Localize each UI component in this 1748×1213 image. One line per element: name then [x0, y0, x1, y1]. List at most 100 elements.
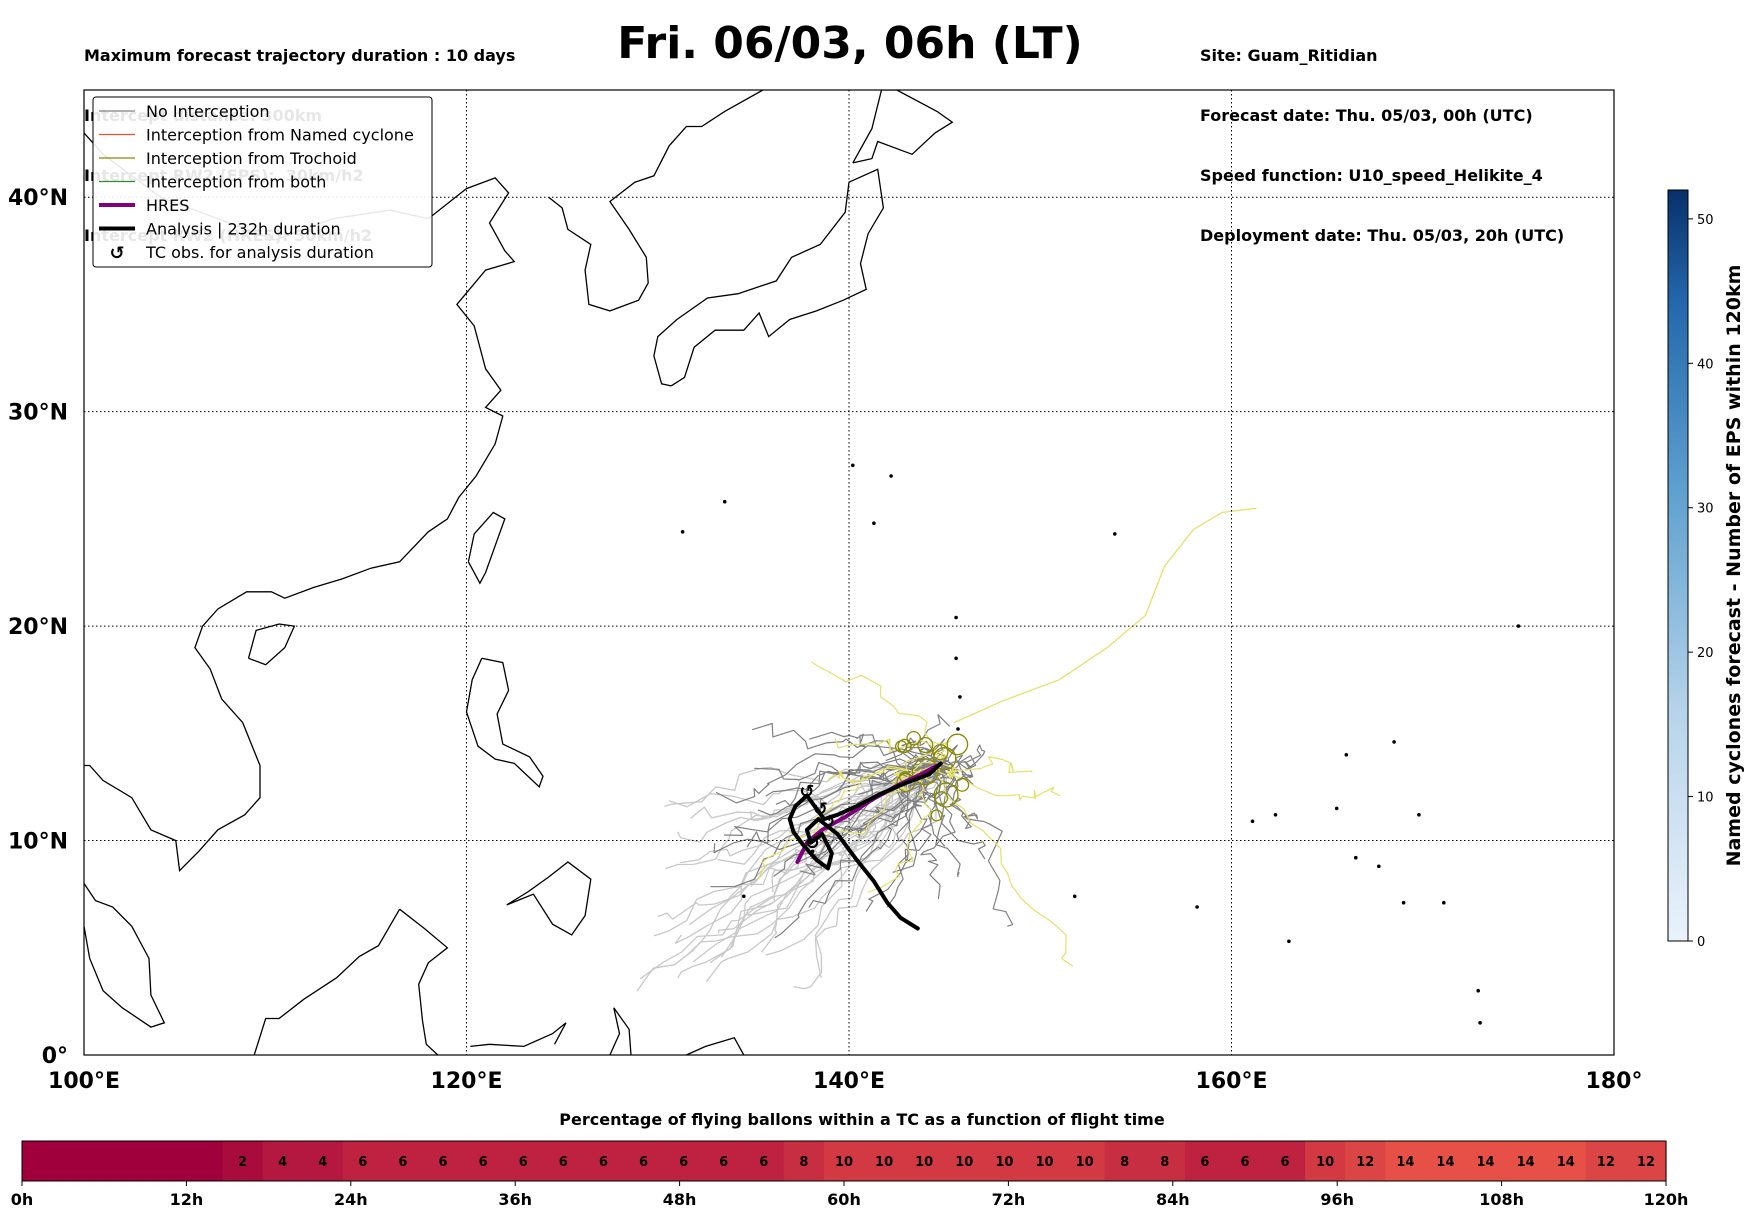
legend-label: Interception from both	[146, 173, 326, 192]
island-marker	[1417, 813, 1421, 817]
coastline	[654, 169, 884, 386]
colorbar-tick-label: 108h	[1479, 1190, 1524, 1209]
y-tick-label: 20°N	[8, 615, 68, 640]
island-marker	[1478, 1021, 1482, 1025]
colorbar-tick-label: 96h	[1320, 1190, 1354, 1209]
y-tick-label: 30°N	[8, 401, 68, 426]
colorbar-cell-value: 8	[1160, 1155, 1169, 1170]
legend-label: Analysis | 232h duration	[146, 220, 341, 239]
colorbar-cell-value: 12	[1637, 1155, 1655, 1170]
island-marker	[1274, 813, 1278, 817]
island-marker	[1335, 807, 1339, 811]
island-marker	[889, 474, 893, 478]
legend-label: No Interception	[146, 102, 270, 121]
colorbar-gradient	[1668, 190, 1688, 941]
colorbar-cell-value: 6	[719, 1155, 728, 1170]
colorbar-cell-value: 6	[639, 1155, 648, 1170]
colorbar-tick-label: 40	[1697, 357, 1714, 372]
colorbar-cell-value: 14	[1477, 1155, 1495, 1170]
colorbar-title: Percentage of flying ballons within a TC…	[559, 1110, 1165, 1129]
island-marker	[723, 500, 727, 504]
y-tick-label: 10°N	[8, 830, 68, 855]
legend-label: Interception from Named cyclone	[146, 126, 414, 145]
coastline	[467, 658, 544, 787]
colorbar-cell-value: 6	[1200, 1155, 1209, 1170]
island-marker	[956, 727, 960, 731]
colorbar-cell-value: 8	[799, 1155, 808, 1170]
coastline	[400, 909, 448, 1055]
colorbar-cell-value: 12	[1356, 1155, 1374, 1170]
island-marker	[1402, 901, 1406, 905]
tc-obs-marker: ↺	[805, 833, 820, 854]
island-marker	[1377, 865, 1381, 869]
colorbar-cell-value: 6	[438, 1155, 447, 1170]
island-marker	[1251, 820, 1255, 824]
horizontal-colorbar: Percentage of flying ballons within a TC…	[11, 1110, 1689, 1209]
coastline	[84, 883, 164, 1027]
colorbar-cell-value: 10	[1035, 1155, 1053, 1170]
y-tick-label: 0°	[42, 1044, 68, 1069]
colorbar-tick-label: 48h	[663, 1190, 697, 1209]
colorbar-tick-label: 12h	[170, 1190, 204, 1209]
coastline	[507, 862, 591, 935]
colorbar-cell-value: 2	[238, 1155, 247, 1170]
colorbar-tick-label: 30	[1697, 502, 1714, 517]
island-marker	[1345, 753, 1349, 757]
ensemble-trajectory	[812, 662, 951, 763]
legend: No Interception Interception from Named c…	[93, 97, 432, 267]
island-marker	[1287, 940, 1291, 944]
island-marker	[1442, 901, 1446, 905]
island-marker	[958, 695, 962, 699]
legend-label: HRES	[146, 196, 189, 215]
colorbar-cell-value: 6	[479, 1155, 488, 1170]
colorbar-cell-value: 12	[1597, 1155, 1615, 1170]
coastline	[549, 90, 763, 311]
colorbar-cell-value: 6	[599, 1155, 608, 1170]
colorbar-cell-value: 6	[1281, 1155, 1290, 1170]
legend-label: Interception from Trochoid	[146, 149, 357, 168]
colorbar-cell-value: 10	[875, 1155, 893, 1170]
y-tick-label: 40°N	[8, 186, 68, 211]
island-marker	[681, 530, 685, 534]
colorbar-cell-value: 4	[318, 1155, 327, 1170]
ensemble-trajectory	[941, 763, 1060, 800]
colorbar-cell-value: 6	[759, 1155, 768, 1170]
colorbar-cell-value: 10	[1076, 1155, 1094, 1170]
colorbar-cell-value: 10	[1316, 1155, 1334, 1170]
vertical-colorbar: 0 10 20 30 40 50 Named cyclones forecast - Num…	[1668, 190, 1745, 950]
colorbar-cell-value: 10	[915, 1155, 933, 1170]
colorbar-tick-label: 50	[1697, 213, 1714, 228]
colorbar-cell-value: 10	[995, 1155, 1013, 1170]
colorbar-tick-label: 120h	[1644, 1190, 1689, 1209]
colorbar-tick-label: 72h	[992, 1190, 1026, 1209]
island-marker	[851, 464, 855, 468]
island-marker	[1195, 905, 1199, 909]
trochoid-loop	[947, 734, 967, 754]
colorbar-cell	[22, 1141, 63, 1181]
legend-label: TC obs. for analysis duration	[145, 243, 374, 262]
colorbar-cell-value: 6	[1240, 1155, 1249, 1170]
colorbar-label: Named cyclones forecast - Number of EPS …	[1723, 265, 1745, 867]
coastline	[686, 1038, 743, 1055]
x-tick-label: 120°E	[431, 1069, 503, 1094]
coastline	[254, 909, 399, 1055]
colorbar-cell-value: 14	[1396, 1155, 1414, 1170]
coastline	[853, 90, 953, 163]
x-tick-label: 100°E	[48, 1069, 120, 1094]
ensemble-trajectory	[637, 763, 941, 991]
colorbar-tick-label: 60h	[827, 1190, 861, 1209]
colorbar-cell-value: 6	[398, 1155, 407, 1170]
colorbar-tick-label: 0h	[11, 1190, 34, 1209]
island-marker	[954, 616, 958, 620]
colorbar-tick-label: 10	[1697, 791, 1714, 806]
colorbar-cell-value: 6	[559, 1155, 568, 1170]
colorbar-cell-value: 6	[358, 1155, 367, 1170]
colorbar-cell	[62, 1141, 103, 1181]
x-tick-label: 160°E	[1196, 1069, 1268, 1094]
island-marker	[954, 657, 958, 661]
x-tick-label: 180°	[1586, 1069, 1643, 1094]
colorbar-cell	[182, 1141, 223, 1181]
colorbar-tick-label: 0	[1697, 935, 1705, 950]
colorbar-cell-value: 6	[679, 1155, 688, 1170]
colorbar-cell	[142, 1141, 183, 1181]
